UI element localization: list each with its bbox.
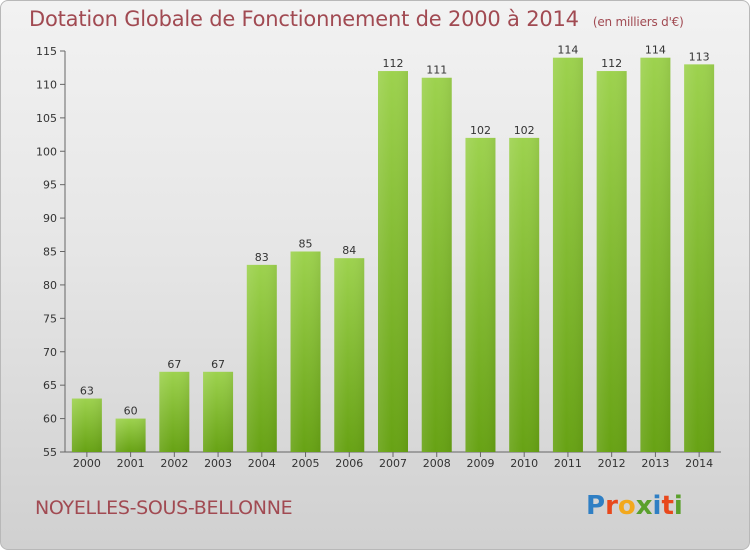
x-tick-label: 2014	[685, 457, 713, 470]
y-tick-label: 100	[36, 145, 57, 158]
logo-letter: r	[605, 491, 618, 521]
x-tick-label: 2010	[510, 457, 538, 470]
bar-shade	[640, 58, 670, 452]
logo-letter: o	[618, 491, 636, 521]
bar-shade	[247, 265, 277, 452]
logo-letter: i	[674, 491, 683, 521]
y-tick-label: 90	[43, 212, 57, 225]
y-tick-label: 105	[36, 112, 57, 125]
logo-letter: P	[586, 491, 605, 521]
data-label: 102	[470, 124, 491, 137]
data-label: 111	[426, 64, 447, 77]
bar-shade	[159, 372, 189, 452]
y-tick-label: 110	[36, 78, 57, 91]
data-label: 112	[601, 57, 622, 70]
bar-shade	[291, 252, 321, 453]
x-tick-label: 2003	[204, 457, 232, 470]
data-label: 114	[557, 44, 578, 57]
bar-shade	[597, 71, 627, 452]
data-label: 84	[342, 244, 356, 257]
bar-chart: 55 60 65 70 75 80 85 90 95 100 105 110 115 2000 2001 20…	[1, 1, 750, 550]
bar-shade	[72, 399, 102, 452]
proxiti-logo: Proxiti	[586, 491, 683, 521]
y-tick-label: 115	[36, 45, 57, 58]
chart-frame: Dotation Globale de Fonctionnement de 20…	[0, 0, 750, 550]
logo-letter: t	[661, 491, 673, 521]
bars	[72, 58, 714, 452]
bar-shade	[422, 78, 452, 452]
logo-letter: x	[636, 491, 653, 521]
bar-shade	[465, 138, 495, 452]
logo-letter: i	[653, 491, 662, 521]
bar-shade	[684, 64, 714, 452]
y-tick-label: 85	[43, 246, 57, 259]
y-tick-label: 95	[43, 179, 57, 192]
x-tick-label: 2006	[335, 457, 363, 470]
bar-shade	[334, 258, 364, 452]
x-tick-label: 2001	[117, 457, 145, 470]
y-tick-label: 80	[43, 279, 57, 292]
data-label: 112	[383, 57, 404, 70]
x-tick-label: 2011	[554, 457, 582, 470]
y-tick-label: 55	[43, 446, 57, 459]
data-label: 83	[255, 251, 269, 264]
bar-shade	[509, 138, 539, 452]
x-tick-label: 2002	[160, 457, 188, 470]
x-tick-label: 2013	[641, 457, 669, 470]
x-tick-label: 2005	[292, 457, 320, 470]
x-tick-label: 2012	[598, 457, 626, 470]
data-label: 60	[124, 405, 138, 418]
x-tick-label: 2008	[423, 457, 451, 470]
data-label: 102	[514, 124, 535, 137]
data-label: 67	[167, 358, 181, 371]
data-label: 67	[211, 358, 225, 371]
y-tick-label: 60	[43, 413, 57, 426]
data-label: 113	[689, 50, 710, 63]
x-tick-label: 2009	[466, 457, 494, 470]
y-tick-label: 65	[43, 379, 57, 392]
bar-shade	[116, 419, 146, 452]
data-label: 85	[299, 238, 313, 251]
x-tick-label: 2004	[248, 457, 276, 470]
x-tick-label: 2000	[73, 457, 101, 470]
y-tick-label: 70	[43, 346, 57, 359]
data-label: 114	[645, 44, 666, 57]
commune-name: NOYELLES-SOUS-BELLONNE	[35, 497, 292, 519]
bar-shade	[378, 71, 408, 452]
x-tick-label: 2007	[379, 457, 407, 470]
data-label: 63	[80, 385, 94, 398]
y-tick-label: 75	[43, 312, 57, 325]
bar-shade	[203, 372, 233, 452]
bar-shade	[553, 58, 583, 452]
